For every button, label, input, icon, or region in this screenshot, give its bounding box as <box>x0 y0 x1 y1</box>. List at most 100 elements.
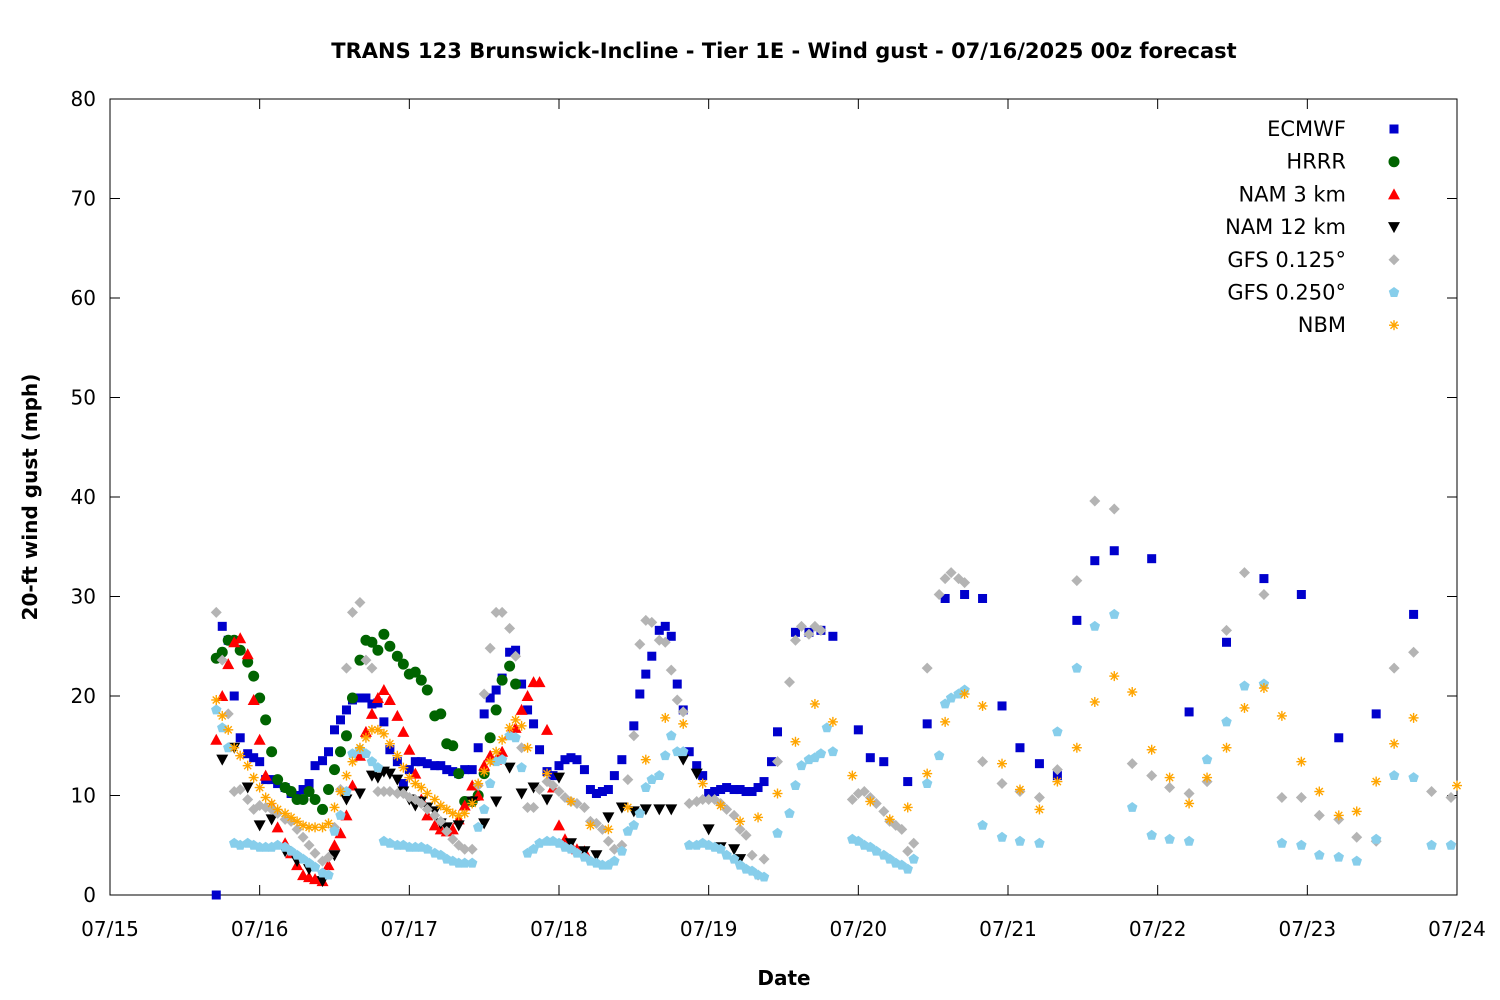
data-point-nbm <box>565 796 576 807</box>
data-point-ecmwf <box>1409 609 1419 619</box>
data-point-ecmwf <box>430 761 440 771</box>
data-point-nam-12-km <box>653 804 666 816</box>
data-point-gfs-0-250 <box>1109 608 1120 619</box>
data-point-gfs-0-250 <box>609 855 620 866</box>
data-point-ecmwf <box>609 771 619 781</box>
data-point-gfs-0-125 <box>429 809 441 821</box>
data-point-nbm <box>235 750 246 761</box>
data-point-gfs-0-125 <box>772 756 784 768</box>
data-point-gfs-0-125 <box>939 573 951 585</box>
data-point-gfs-0-125 <box>496 606 508 618</box>
data-point-nbm <box>1371 776 1382 787</box>
data-point-gfs-0-125 <box>547 780 559 792</box>
data-point-gfs-0-125 <box>323 851 335 863</box>
data-point-nbm <box>977 700 988 711</box>
data-point-ecmwf <box>660 621 670 631</box>
series-gfs-0-250 <box>211 608 1457 882</box>
data-point-gfs-0-250 <box>309 861 321 872</box>
data-point-gfs-0-250 <box>1408 772 1419 783</box>
data-point-gfs-0-250 <box>1351 855 1362 866</box>
data-point-nbm <box>510 714 521 725</box>
data-point-gfs-0-125 <box>795 620 807 632</box>
data-point-hrrr <box>334 746 346 758</box>
data-point-ecmwf <box>654 625 664 635</box>
data-point-ecmwf <box>698 771 708 781</box>
data-point-gfs-0-125 <box>1388 662 1400 674</box>
x-tick-label: 07/16 <box>231 917 289 941</box>
data-point-gfs-0-250 <box>908 853 919 864</box>
data-point-gfs-0-250 <box>784 807 795 818</box>
y-axis-label: 20-ft wind gust (mph) <box>18 374 42 621</box>
data-point-ecmwf <box>235 733 245 743</box>
data-point-gfs-0-250 <box>796 760 807 771</box>
data-point-gfs-0-125 <box>659 636 671 648</box>
data-point-gfs-0-125 <box>634 638 646 650</box>
data-point-nam-12-km <box>515 788 528 800</box>
data-point-gfs-0-125 <box>703 793 715 805</box>
data-point-gfs-0-125 <box>360 654 372 666</box>
data-point-ecmwf <box>460 765 470 775</box>
data-point-gfs-0-250 <box>758 871 770 882</box>
data-point-nbm <box>959 689 970 700</box>
data-point-gfs-0-250 <box>1426 839 1437 850</box>
data-point-gfs-0-125 <box>758 853 770 865</box>
data-point-gfs-0-250 <box>211 704 222 715</box>
data-point-nam-3-km <box>210 733 223 745</box>
data-point-gfs-0-125 <box>504 622 516 634</box>
data-point-gfs-0-125 <box>608 843 620 855</box>
data-point-ecmwf <box>392 757 402 767</box>
data-point-nbm <box>217 710 228 721</box>
data-point-ecmwf <box>485 693 495 703</box>
data-point-gfs-0-250 <box>1296 839 1307 850</box>
x-tick-label: 07/18 <box>530 917 588 941</box>
data-point-gfs-0-125 <box>896 823 908 835</box>
data-point-nam-12-km <box>478 818 491 830</box>
data-point-ecmwf <box>436 761 446 771</box>
data-point-gfs-0-125 <box>665 664 677 676</box>
data-point-ecmwf <box>1034 759 1044 769</box>
data-point-nam-3-km <box>458 799 471 811</box>
data-point-nbm <box>398 762 409 773</box>
data-point-ecmwf <box>1147 554 1157 564</box>
data-point-nbm <box>1202 772 1213 783</box>
data-point-gfs-0-250 <box>683 839 695 850</box>
data-point-nam-12-km <box>527 782 540 794</box>
data-point-ecmwf <box>367 699 377 709</box>
data-point-gfs-0-125 <box>378 786 390 798</box>
data-point-nbm <box>404 772 415 783</box>
data-point-hrrr <box>510 678 522 690</box>
data-point-gfs-0-250 <box>728 853 740 864</box>
data-point-gfs-0-125 <box>303 839 315 851</box>
data-point-gfs-0-250 <box>1370 833 1382 844</box>
data-point-gfs-0-125 <box>921 662 933 674</box>
data-point-nam-12-km <box>602 812 615 824</box>
data-point-ecmwf <box>1052 771 1062 781</box>
data-point-nbm <box>435 800 446 811</box>
data-point-gfs-0-125 <box>1183 788 1195 800</box>
data-point-gfs-0-125 <box>878 805 890 817</box>
data-point-nbm <box>1164 772 1175 783</box>
data-point-nbm <box>260 792 271 803</box>
data-point-nam-12-km <box>328 850 341 862</box>
data-point-ecmwf <box>903 777 913 787</box>
data-point-nbm <box>1258 683 1269 694</box>
data-point-nbm <box>809 698 820 709</box>
data-point-hrrr <box>303 786 315 798</box>
data-point-nbm <box>392 750 403 761</box>
data-point-ecmwf <box>597 787 607 797</box>
data-point-gfs-0-125 <box>1426 786 1438 798</box>
data-point-gfs-0-250 <box>646 774 658 785</box>
data-point-ecmwf <box>398 779 408 789</box>
data-point-nbm <box>347 756 358 767</box>
legend-marker-nbm <box>1389 320 1399 331</box>
data-point-ecmwf <box>641 669 651 679</box>
data-point-nbm <box>504 722 515 733</box>
data-point-ecmwf <box>324 747 334 757</box>
data-point-ecmwf <box>211 890 221 900</box>
data-point-gfs-0-250 <box>721 849 732 860</box>
data-point-gfs-0-250 <box>715 843 726 854</box>
data-point-nbm <box>1184 798 1195 809</box>
data-point-nbm <box>360 732 371 743</box>
